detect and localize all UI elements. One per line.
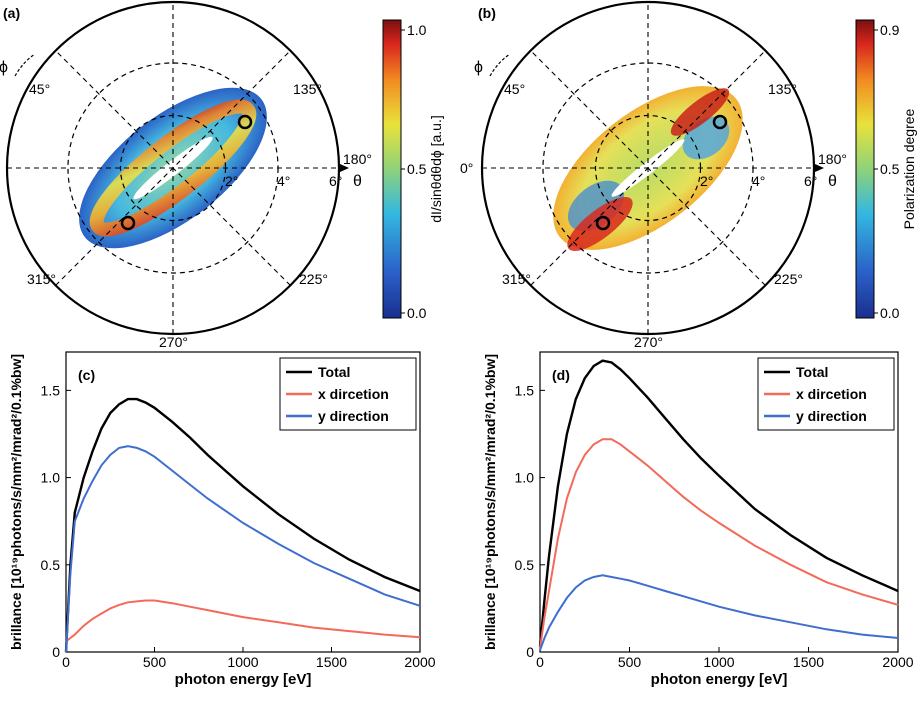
angle-label: 180° [343,151,372,167]
angle-label: 135° [293,81,322,97]
series-line-total [538,359,899,647]
y-axis-label: brillance [10¹⁹photons/s/mm²/mrad²/0.1%b… [482,354,498,650]
y-tick-label: 1.0 [41,470,61,486]
x-tick-label: 1500 [316,654,347,670]
panel-label: (c) [78,367,95,383]
x-tick-label: 2000 [882,654,913,670]
intensity-ring [89,99,257,237]
colorbar-label: Polarization degree [901,108,917,229]
theta-symbol: θ [353,173,362,190]
angle-label: 315° [502,271,531,287]
legend-label: Total [318,364,350,380]
angle-label: 225° [774,271,803,287]
x-tick-label: 0 [62,654,70,670]
angle-label: 0° [460,160,473,176]
series-line-y-direction [539,574,899,651]
angle-label: 270° [159,334,188,350]
colorbar: 1.0 0.5 0.0 dI/sinθdθdϕ [a.u.] [382,19,444,321]
x-tick-label: 500 [143,654,167,670]
x-tick-label: 500 [618,654,642,670]
angle-label: 270° [634,334,663,350]
polar-panel-b: 90°45°135°0°180°315°225°270°2°4°6°θϕ(b)0… [460,0,917,350]
theta-symbol: θ [828,173,837,190]
angle-label: 45° [504,81,525,97]
radial-label: 2° [225,173,238,189]
angle-label: 45° [29,81,50,97]
y-tick-label: 1.5 [41,382,61,398]
x-tick-label: 1000 [703,654,734,670]
y-tick-label: 0 [526,644,534,660]
y-tick-label: 1.5 [515,382,535,398]
legend-label: x dircetion [318,386,389,402]
series-line-y-direction [65,445,421,653]
legend-label: y direction [796,408,867,424]
y-axis-label: brillance [10¹⁹photons/s/mm²/mrad²/0.1%b… [8,354,24,650]
radial-label: 4° [752,173,765,189]
panel-label: (d) [552,367,570,383]
series-line-x-dircetion [539,438,899,649]
line-chart-d: 0 500 1000 1500 2000 0 0.5 1.0 1.5 photon energy … [482,351,914,688]
colorbar-tick-label: 0.0 [407,305,427,321]
series-line-total [64,397,421,653]
legend: Total x dircetion y direction [279,357,417,431]
polar-panel-a: 90°45°135°0°180°315°225°270°2°4°6°θϕ(a)1… [0,0,444,350]
radial-label: 6° [804,173,817,189]
theta-arrow-icon [815,164,824,172]
x-axis-label: photon energy [eV] [175,671,312,688]
radial-label: 2° [700,173,713,189]
marker-circle [237,114,253,130]
angle-grid-line [530,50,766,286]
colorbar-gradient [382,19,402,319]
colorbar-tick-label: 0.5 [880,161,900,177]
colorbar-tick-label: 0.0 [880,305,900,321]
x-axis-label: photon energy [eV] [651,671,788,688]
legend-label: Total [796,364,828,380]
panel-label: (a) [3,5,20,21]
radial-label: 4° [277,173,290,189]
line-chart-c: 0 500 1000 1500 2000 0 0.5 1.0 1.5 photon energy … [8,351,436,688]
x-tick-label: 1500 [793,654,824,670]
legend-label: x dircetion [796,386,867,402]
panel-label: (b) [478,5,496,21]
y-tick-label: 1.0 [515,470,535,486]
colorbar: 0.9 0.5 0.0 Polarization degree [855,19,917,321]
colorbar-tick-label: 0.5 [407,161,427,177]
marker-circle [712,114,728,130]
marker-circle [120,215,136,231]
marker-circle [595,215,611,231]
x-tick-label: 0 [536,654,544,670]
x-tick-label: 1000 [227,654,258,670]
y-tick-label: 0 [52,644,60,660]
colorbar-gradient [855,19,875,319]
colorbar-tick-label: 0.9 [880,22,900,38]
series-line-x-dircetion [65,599,421,643]
phi-symbol: ϕ [474,59,483,76]
colorbar-tick-label: 1.0 [407,22,427,38]
angle-label: 180° [818,151,847,167]
colorbar-label: dI/sinθdθdϕ [a.u.] [428,115,444,222]
phi-arrow-icon [489,53,511,77]
radial-label: 6° [329,173,342,189]
angle-label: 225° [299,271,328,287]
x-tick-label: 2000 [404,654,435,670]
theta-arrow-icon [340,164,349,172]
polarization-high-zone [670,88,730,136]
y-tick-label: 0.5 [41,557,61,573]
legend-label: y direction [318,408,389,424]
y-tick-label: 0.5 [515,557,535,573]
legend: Total x dircetion y direction [757,357,895,431]
angle-label: 135° [768,81,797,97]
angle-label: 315° [27,271,56,287]
angle-grid-line [55,50,291,286]
phi-symbol: ϕ [0,59,8,76]
polarization-high-zone [567,197,633,251]
phi-arrow-icon [14,53,36,77]
